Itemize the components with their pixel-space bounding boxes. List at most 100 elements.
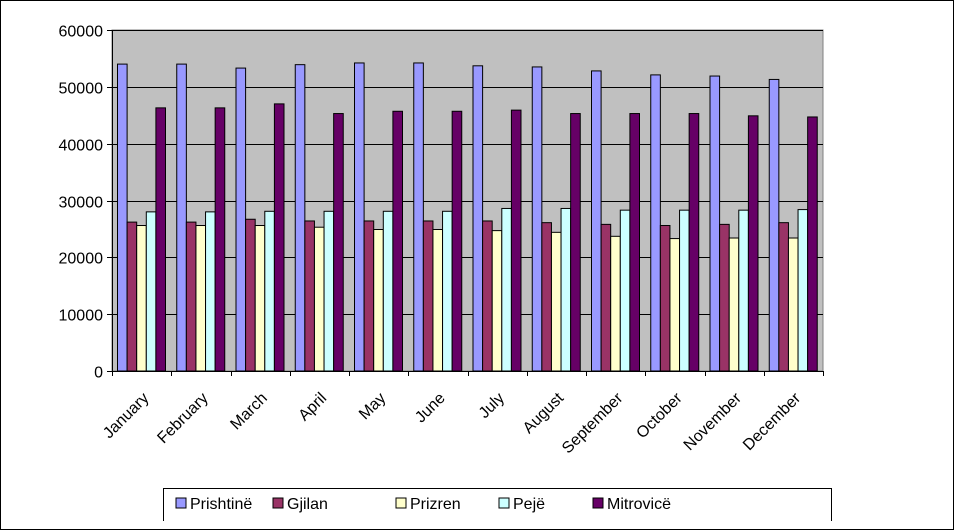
bar bbox=[323, 210, 335, 372]
bar bbox=[738, 209, 749, 372]
bar bbox=[195, 225, 207, 372]
x-tick-label: October bbox=[633, 389, 686, 442]
bar bbox=[354, 62, 365, 372]
legend-label: Prizren bbox=[410, 496, 461, 513]
bar bbox=[126, 221, 138, 372]
legend-label: Prishtinë bbox=[190, 496, 252, 513]
bar bbox=[650, 74, 661, 372]
legend-label: Mitrovicë bbox=[607, 496, 671, 513]
bar bbox=[619, 209, 631, 372]
x-tick-label: March bbox=[227, 390, 270, 433]
bar bbox=[728, 237, 740, 372]
bar bbox=[709, 75, 721, 372]
bar bbox=[382, 210, 394, 372]
legend-swatch bbox=[395, 497, 407, 509]
bar bbox=[451, 110, 463, 372]
bar bbox=[235, 67, 247, 372]
legend-swatch bbox=[175, 497, 187, 509]
bar bbox=[610, 235, 621, 372]
bar bbox=[550, 231, 562, 372]
bar bbox=[413, 62, 424, 372]
bar bbox=[313, 226, 325, 372]
bar bbox=[688, 113, 700, 372]
bar bbox=[778, 222, 789, 372]
legend-box bbox=[163, 488, 832, 521]
series-5 bbox=[155, 103, 818, 372]
x-tick-label: December bbox=[740, 389, 805, 454]
series-4 bbox=[145, 207, 809, 372]
legend-label: Pejë bbox=[513, 496, 545, 513]
bar bbox=[117, 63, 128, 372]
bar bbox=[185, 221, 197, 372]
bar bbox=[155, 107, 166, 372]
bar bbox=[294, 64, 306, 372]
y-tick-label: 40000 bbox=[59, 138, 104, 155]
bar bbox=[373, 228, 384, 372]
bar bbox=[510, 109, 522, 372]
bar bbox=[531, 66, 543, 372]
bar bbox=[629, 113, 641, 372]
bar bbox=[719, 223, 730, 372]
bar bbox=[560, 207, 572, 372]
y-tick-label: 50000 bbox=[59, 81, 104, 98]
bar bbox=[392, 110, 403, 372]
bar bbox=[669, 238, 681, 372]
bar bbox=[747, 115, 759, 372]
plot-area bbox=[111, 29, 824, 372]
x-tick-label: September bbox=[559, 389, 627, 457]
bar bbox=[304, 220, 315, 372]
y-tick-label: 20000 bbox=[59, 251, 104, 268]
x-tick-label: February bbox=[154, 390, 211, 447]
x-tick-label: July bbox=[476, 390, 508, 422]
y-tick-label: 10000 bbox=[59, 308, 104, 325]
legend-item: Mitrovicë bbox=[592, 496, 671, 513]
legend-item: Prizren bbox=[395, 496, 461, 513]
legend-item: Prishtinë bbox=[175, 496, 252, 513]
bar bbox=[254, 225, 266, 372]
bar bbox=[541, 222, 552, 372]
legend-label: Gjilan bbox=[287, 496, 328, 513]
y-tick-label: 0 bbox=[94, 365, 103, 382]
legend-item: Pejë bbox=[498, 496, 545, 513]
bar bbox=[214, 107, 226, 372]
x-tick-label: June bbox=[412, 390, 449, 427]
legend-item: Gjilan bbox=[272, 496, 328, 513]
bar bbox=[591, 70, 602, 372]
bar bbox=[432, 228, 444, 372]
bar bbox=[363, 220, 375, 372]
bar bbox=[176, 63, 187, 372]
bar bbox=[333, 113, 344, 372]
x-tick-label: November bbox=[681, 389, 746, 454]
bar bbox=[679, 209, 690, 372]
x-tick-label: May bbox=[356, 390, 389, 423]
bar bbox=[659, 225, 671, 372]
bar bbox=[136, 225, 147, 372]
x-tick-label: April bbox=[296, 390, 331, 425]
bar bbox=[787, 237, 799, 372]
bar bbox=[807, 116, 818, 372]
bar bbox=[491, 230, 503, 372]
legend-swatch bbox=[272, 497, 284, 509]
bar bbox=[442, 210, 453, 372]
legend-swatch bbox=[498, 497, 510, 509]
legend-swatch bbox=[592, 497, 604, 509]
bar bbox=[570, 113, 581, 372]
legend: Prishtinë Gjilan Prizren Pejë Mitrovicë bbox=[163, 488, 832, 521]
x-tick-label: January bbox=[100, 390, 152, 442]
bar bbox=[422, 220, 434, 372]
y-tick-label: 30000 bbox=[59, 195, 104, 212]
x-tick-label: August bbox=[520, 389, 568, 437]
bar bbox=[600, 223, 612, 372]
bar bbox=[145, 211, 157, 372]
y-tick-label: 60000 bbox=[59, 24, 104, 41]
bar bbox=[501, 207, 512, 372]
bar bbox=[797, 209, 809, 372]
bar bbox=[482, 220, 493, 372]
bar bbox=[264, 210, 275, 372]
bar bbox=[205, 211, 216, 372]
bar bbox=[768, 78, 780, 372]
bar bbox=[273, 103, 285, 372]
bar bbox=[472, 65, 484, 372]
bar bbox=[245, 218, 256, 372]
